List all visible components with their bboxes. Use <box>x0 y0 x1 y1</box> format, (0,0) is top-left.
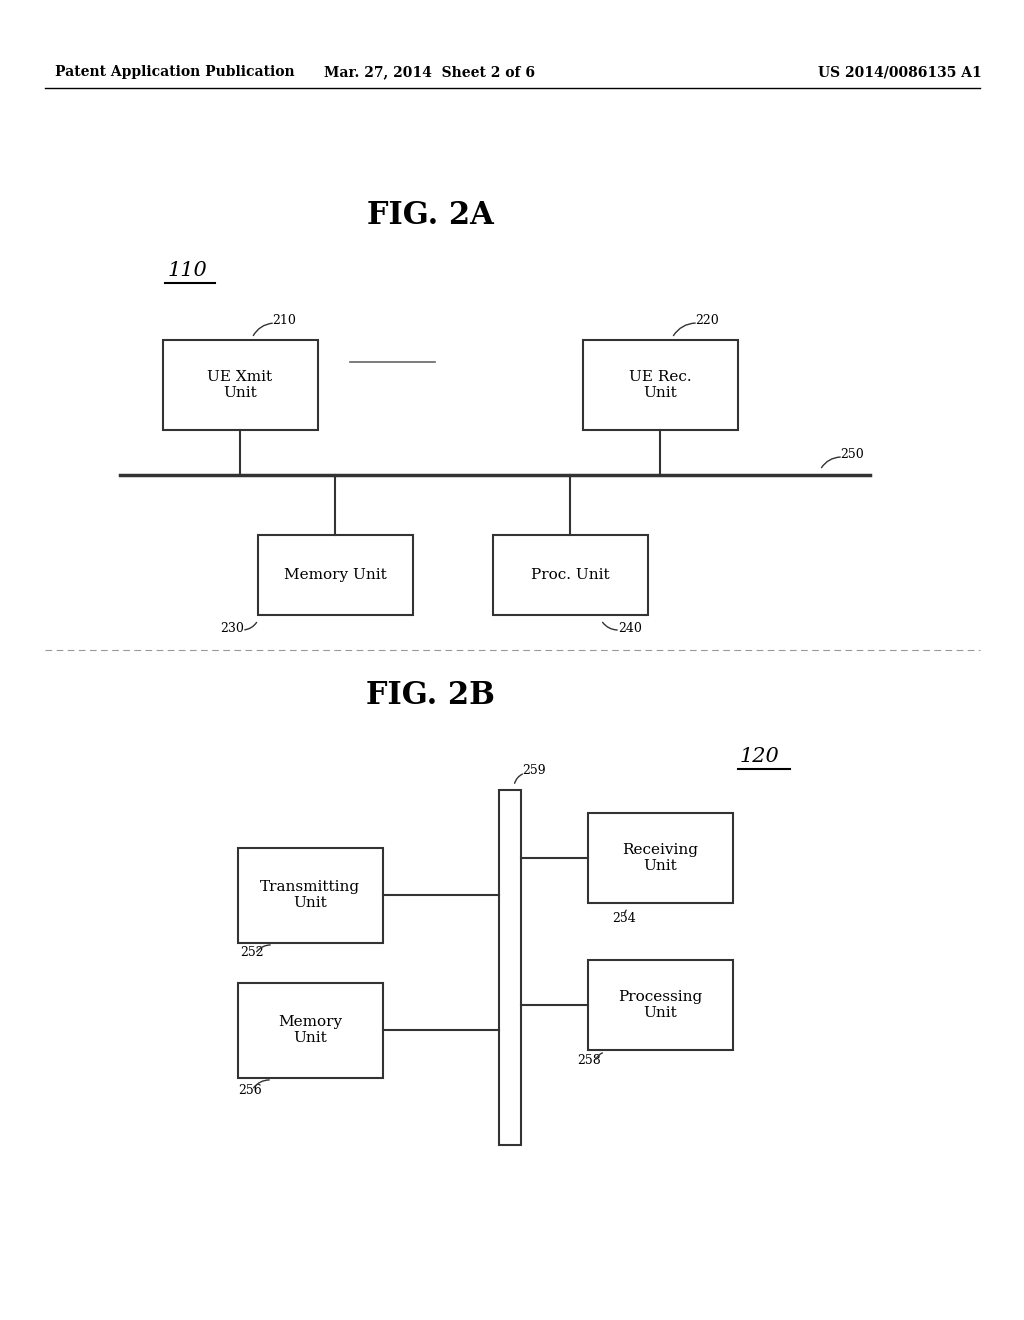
Text: 120: 120 <box>740 747 779 766</box>
Bar <box>499 789 521 1144</box>
Bar <box>583 341 737 430</box>
Text: FIG. 2A: FIG. 2A <box>367 199 494 231</box>
Text: Mar. 27, 2014  Sheet 2 of 6: Mar. 27, 2014 Sheet 2 of 6 <box>325 65 536 79</box>
Text: UE Rec.
Unit: UE Rec. Unit <box>629 370 691 400</box>
Text: Patent Application Publication: Patent Application Publication <box>55 65 295 79</box>
Text: Memory Unit: Memory Unit <box>284 568 386 582</box>
Bar <box>238 982 383 1077</box>
Text: 250: 250 <box>840 449 864 462</box>
Text: 258: 258 <box>577 1053 601 1067</box>
Text: Processing
Unit: Processing Unit <box>617 990 702 1020</box>
Text: 252: 252 <box>240 945 263 958</box>
Text: 110: 110 <box>168 260 208 280</box>
Text: Receiving
Unit: Receiving Unit <box>622 843 698 873</box>
Text: Proc. Unit: Proc. Unit <box>530 568 609 582</box>
Text: Memory
Unit: Memory Unit <box>278 1015 342 1045</box>
Text: 230: 230 <box>220 622 244 635</box>
Bar <box>163 341 317 430</box>
Bar <box>588 960 732 1049</box>
Text: FIG. 2B: FIG. 2B <box>366 680 495 710</box>
Text: 259: 259 <box>522 763 546 776</box>
Text: 210: 210 <box>272 314 296 326</box>
Text: 240: 240 <box>618 622 642 635</box>
Text: UE Xmit
Unit: UE Xmit Unit <box>208 370 272 400</box>
Bar <box>238 847 383 942</box>
Text: US 2014/0086135 A1: US 2014/0086135 A1 <box>818 65 982 79</box>
Text: 256: 256 <box>238 1084 262 1097</box>
Text: 254: 254 <box>612 912 636 924</box>
Bar <box>493 535 647 615</box>
Text: 220: 220 <box>695 314 719 326</box>
Bar <box>257 535 413 615</box>
Text: Transmitting
Unit: Transmitting Unit <box>260 880 360 909</box>
Bar <box>588 813 732 903</box>
